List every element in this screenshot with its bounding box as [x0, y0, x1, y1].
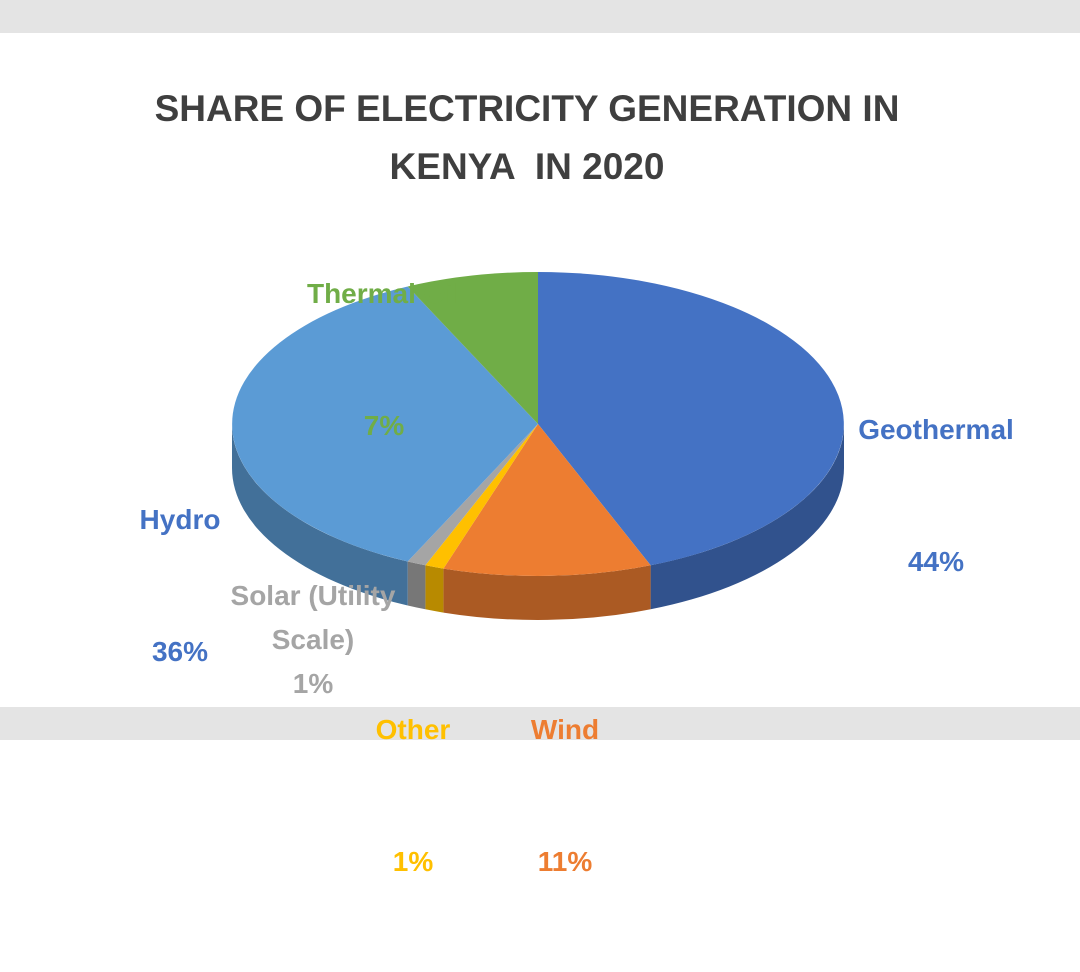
slice-name: Geothermal: [858, 414, 1014, 445]
pie-slice-side-other: [425, 565, 444, 613]
pie-slice-solar-utility-scale: [407, 424, 538, 566]
slice-pct: 44%: [907, 546, 965, 577]
pie-slice-side-solar-utility-scale: [407, 561, 426, 610]
chart-title-line1: SHARE OF ELECTRICITY GENERATION IN: [154, 88, 900, 129]
pie-slice-thermal-oil: [407, 272, 538, 424]
slice-name: Hydro: [139, 504, 221, 535]
top-frame-band: [0, 0, 1080, 33]
pie-slice-other: [425, 424, 538, 569]
label-geothermal: Geothermal 44%: [858, 320, 1014, 672]
chart-title: SHARE OF ELECTRICITY GENERATION IN KENYA…: [0, 80, 1054, 196]
label-thermal-oil: Thermal Oil 7%: [307, 184, 461, 536]
slice-pct: 7%: [363, 410, 405, 441]
pie-slice-side-hydro: [232, 424, 408, 606]
label-wind: Wind 11%: [531, 620, 599, 972]
slide: SHARE OF ELECTRICITY GENERATION IN KENYA…: [0, 0, 1080, 877]
slice-pct: 1%: [392, 846, 434, 877]
slice-pct: 1%: [292, 668, 334, 699]
slice-name: Wind: [530, 714, 600, 745]
slice-pct: 36%: [151, 636, 209, 667]
slice-name: Solar (Utility Scale): [230, 580, 396, 655]
slice-name: Thermal Oil: [306, 278, 462, 309]
pie-slice-side-wind: [443, 565, 651, 621]
pie-chart-3d: [232, 272, 844, 621]
pie-slice-side-geothermal: [650, 424, 844, 610]
pie-slice-hydro: [232, 286, 538, 562]
bottom-frame-band: [0, 707, 1080, 740]
label-hydro: Hydro 36%: [140, 410, 221, 762]
chart-title-line2: KENYA IN 2020: [389, 146, 665, 187]
pie-slice-wind: [443, 424, 651, 577]
pie-slice-geothermal: [538, 272, 844, 566]
label-solar-utility-scale: Solar (Utility Scale) 1%: [215, 574, 411, 706]
slice-name: Other: [375, 714, 451, 745]
slice-pct: 11%: [537, 846, 593, 877]
